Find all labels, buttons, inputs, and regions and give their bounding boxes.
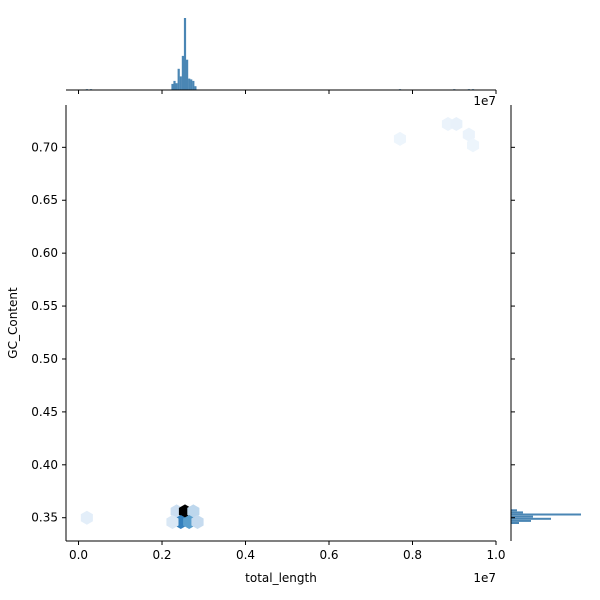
- hexbin-cell: [166, 515, 179, 529]
- right-marginal-bar: [511, 511, 523, 514]
- y-tick-label: 0.40: [31, 458, 58, 472]
- x-offset-label-bottom: 1e7: [473, 571, 496, 585]
- right-marginal-bar: [511, 515, 533, 518]
- hexbin-cell: [450, 117, 463, 131]
- top-marginal-bar: [194, 86, 197, 90]
- hexbin-cell: [80, 510, 93, 525]
- right-marginal-bar: [511, 519, 531, 522]
- top-marginal-bar: [188, 78, 191, 90]
- y-tick-label: 0.60: [31, 246, 58, 260]
- x-tick-label: 0.6: [319, 548, 338, 562]
- x-tick-label: 0.8: [403, 548, 422, 562]
- right-marginal-bars: [511, 509, 581, 524]
- top-marginal-bar: [177, 68, 180, 90]
- right-marginal-ticks: [511, 146, 515, 519]
- hexbin-cell: [393, 131, 406, 146]
- main-plot: 0.0 0.2 0.4 0.6 0.8 1.0 0.350.400.450.500.550…: [6, 105, 506, 585]
- y-tick-label: 0.35: [31, 511, 58, 525]
- hexbin-cell: [191, 515, 204, 529]
- top-marginal-histogram: 1e7: [66, 18, 497, 108]
- right-marginal-histogram: [510, 105, 581, 541]
- top-marginal-bar: [179, 76, 182, 90]
- top-marginal-bar: [186, 59, 189, 90]
- y-axis-ticks: 0.35 0.40 0.45 0.50 0.55 0.60 0.65 0.70: [31, 140, 66, 525]
- top-marginal-bar: [190, 79, 193, 90]
- hexbin-cell: [187, 504, 200, 519]
- y-axis-label: GC_Content: [6, 287, 20, 359]
- top-marginal-bar: [183, 18, 187, 90]
- right-marginal-bar: [511, 517, 551, 520]
- x-axis-label: total_length: [245, 571, 317, 585]
- right-marginal-bar: [511, 509, 517, 512]
- y-tick-label: 0.55: [31, 299, 58, 313]
- x-axis-ticks: 0.0 0.2 0.4 0.6 0.8 1.0: [69, 541, 506, 562]
- right-marginal-bar: [511, 522, 519, 524]
- hexbin-cell: [467, 138, 480, 153]
- y-tick-label: 0.50: [31, 352, 58, 366]
- top-marginal-bar: [175, 83, 178, 90]
- top-marginal-ticks: [78, 90, 497, 94]
- x-tick-label: 0.2: [152, 548, 171, 562]
- right-marginal-bar: [511, 513, 581, 516]
- x-tick-label: 1.0: [486, 548, 505, 562]
- top-marginal-bar: [173, 80, 176, 90]
- x-offset-label-top: 1e7: [473, 94, 496, 108]
- y-tick-label: 0.45: [31, 405, 58, 419]
- y-tick-label: 0.70: [31, 140, 58, 154]
- top-marginal-bar: [171, 83, 174, 90]
- hexbin-layer: [80, 117, 480, 529]
- top-marginal-bar: [192, 80, 195, 90]
- y-tick-label: 0.65: [31, 193, 58, 207]
- x-tick-label: 0.0: [69, 548, 88, 562]
- hexbin-cell: [462, 127, 475, 142]
- x-tick-label: 0.4: [236, 548, 255, 562]
- top-marginal-bar: [181, 55, 184, 90]
